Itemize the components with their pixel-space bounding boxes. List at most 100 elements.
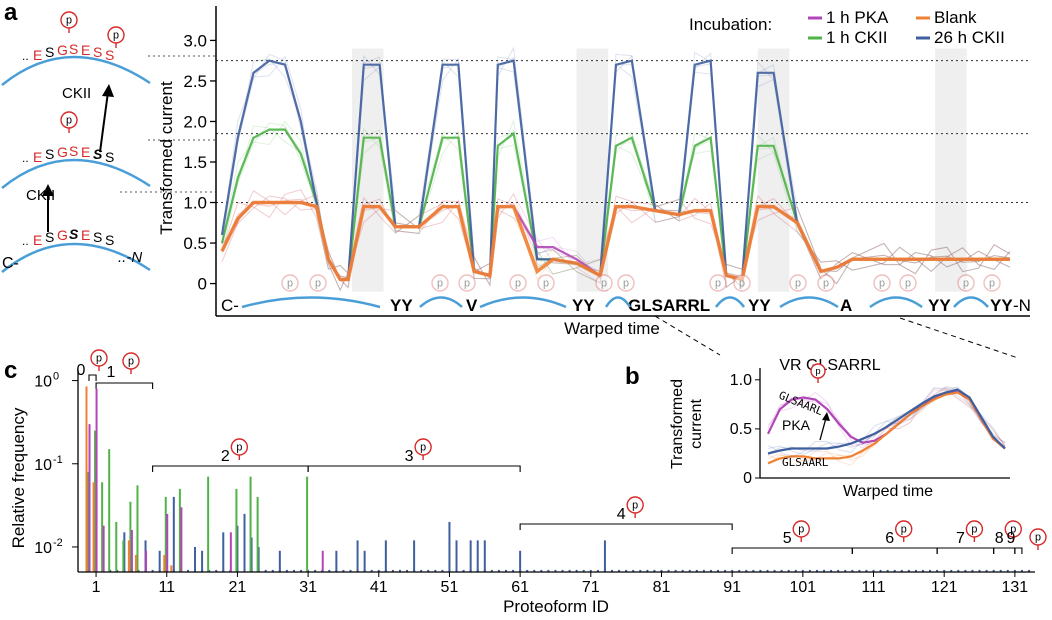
scheme-top-res-2: G	[57, 42, 68, 58]
a-site-marker-3-circle	[458, 274, 476, 292]
c-group-marker-6: p	[895, 520, 913, 542]
chart-a-xlabel: Warped time	[564, 319, 660, 338]
scheme-top-p1-glyph: p	[66, 15, 72, 27]
c-ytick-exp-0: 0	[53, 371, 59, 383]
series-26-h-ckii-trace-1	[221, 52, 1011, 289]
scheme-mid-res-2: G	[57, 144, 68, 160]
b-annot-lower-seq: GLSAARL	[782, 456, 829, 469]
c-group-marker-8: p	[1004, 520, 1022, 542]
scheme-mid-res-1: S	[45, 146, 54, 162]
c-group-marker-5: p	[792, 520, 810, 542]
chart-b-ylabel-line2: current	[688, 399, 705, 449]
legend-entry-blank: Blank	[934, 8, 977, 27]
series-1-h-ckii-trace-3	[221, 119, 1011, 287]
scheme-top-res-6: S	[105, 47, 114, 63]
c-group-marker-0-glyph: p	[96, 353, 102, 365]
chart-c-x-ticks: 1 11 21 31 41 51 61 71 81 91 101 111 121 131	[92, 572, 1028, 596]
legend-title: Incubation:	[689, 15, 772, 34]
a-site-marker-15: p	[983, 274, 1001, 292]
b-annot-arrow	[819, 417, 827, 441]
seq-label-1: YY	[390, 296, 413, 315]
a-site-marker-10-circle	[789, 274, 807, 292]
seq-strand-3	[604, 296, 632, 308]
series-blank-trace-3	[221, 189, 1011, 287]
a-site-marker-1: p	[309, 274, 327, 292]
a-site-marker-8: p	[709, 274, 727, 292]
chart-b-ylabel-line1: Transformed	[669, 379, 686, 469]
a-ytick-label-6: 3.0	[183, 31, 207, 50]
a-site-marker-1-circle	[309, 274, 327, 292]
series-26-h-ckii-line	[220, 59, 1010, 281]
a-ytick-label-2: 1.0	[183, 194, 207, 213]
seq-strand-0	[241, 296, 381, 309]
chart-a-y-ticks: 0 0.5 1.0 1.5 2.0 2.5 3.0	[183, 31, 216, 294]
scheme-bot-res-2: G	[57, 227, 68, 243]
scheme-top-prefix: ..	[22, 49, 29, 63]
a-site-marker-7: p	[617, 274, 635, 292]
chart-a-legend: Incubation: 1 h PKA Blank 1 h CKII 26 h …	[689, 8, 1005, 47]
chart-c-ylabel: Relative frequency	[9, 407, 28, 548]
a-site-marker-0-glyph: p	[287, 278, 293, 290]
a-site-marker-12: p	[873, 274, 891, 292]
c-group-label-0: 0	[77, 362, 86, 379]
a-site-marker-4: p	[509, 274, 527, 292]
b-site-marker: p	[810, 363, 826, 383]
c-xtick-label-1: 11	[158, 579, 175, 596]
c-group-label-9: 9	[1007, 530, 1016, 547]
a-site-marker-1-glyph: p	[315, 278, 321, 290]
b-ytick-label-1: 0.5	[730, 421, 752, 438]
series-26-h-ckii-trace-3	[221, 46, 1011, 287]
c-group-bracket-8	[993, 547, 1016, 554]
a-site-marker-6: p	[595, 274, 613, 292]
b-series-blank-line	[767, 391, 1006, 465]
a-site-marker-13: p	[899, 274, 917, 292]
a-site-marker-13-circle	[899, 274, 917, 292]
c-xtick-label-2: 21	[229, 579, 247, 596]
scheme-top-res-0: E	[33, 47, 42, 63]
scheme-top-p2: p	[107, 26, 125, 48]
seq-label-0: C-	[221, 296, 239, 315]
c-group-label-1: 1	[107, 364, 116, 381]
a-site-marker-12-circle	[873, 274, 891, 292]
legend-entry-ckii1h: 1 h CKII	[826, 28, 887, 47]
seq-strand-6	[869, 296, 923, 309]
a-ytick-label-1: 0.5	[183, 234, 207, 253]
seq-label-3: YY	[572, 296, 595, 315]
scheme-bot-strand	[1, 242, 151, 273]
c-group-label-6: 6	[885, 530, 894, 547]
a-ytick-label-5: 2.5	[183, 72, 207, 91]
a-site-marker-13-glyph: p	[905, 278, 911, 290]
c-xtick-label-3: 31	[299, 579, 317, 596]
c-group-label-3: 3	[405, 448, 414, 465]
scheme-top-res-4: E	[81, 42, 90, 58]
seq-strand-1	[419, 296, 463, 308]
a-site-marker-5-circle	[537, 274, 555, 292]
scheme-mid-strand	[1, 158, 151, 189]
b-series-26-h-ckii-trace-1	[767, 386, 1006, 455]
chart-a-sequence-labels: C- YY V YY GLSARRL YY A YY YY -Np p p p p p p p p p p p p p p p	[221, 274, 1031, 315]
a-site-marker-8-circle	[709, 274, 727, 292]
c-group-bracket-3	[307, 465, 521, 472]
a-site-marker-5: p	[537, 274, 555, 292]
c-xtick-label-9: 91	[723, 579, 741, 596]
scheme-arrow-upper-head	[102, 84, 114, 97]
a-site-marker-7-glyph: p	[623, 278, 629, 290]
c-group-label-2: 2	[221, 448, 230, 465]
chart-b-xlabel: Warped time	[843, 483, 933, 500]
a-site-marker-10: p	[789, 274, 807, 292]
scheme-bot-start: C-	[2, 255, 19, 272]
chart-b-title: VR GLSARRL	[779, 357, 880, 374]
zoom-connector-left	[654, 315, 721, 356]
c-group-label-8: 8	[995, 530, 1004, 547]
scheme-bot-res-6: S	[105, 232, 114, 248]
b-annot-arrow-label: PKA	[782, 417, 811, 433]
c-xtick-label-6: 61	[511, 579, 529, 596]
scheme-top-strand	[1, 55, 151, 86]
scheme-top-res-1: S	[45, 44, 54, 60]
c-group-bracket-9	[1014, 547, 1023, 554]
series-26-h-ckii-trace-0	[221, 56, 1011, 279]
b-annot-upper-seq: GLSAARL	[777, 389, 825, 419]
panel-label-a: a	[4, 0, 18, 26]
